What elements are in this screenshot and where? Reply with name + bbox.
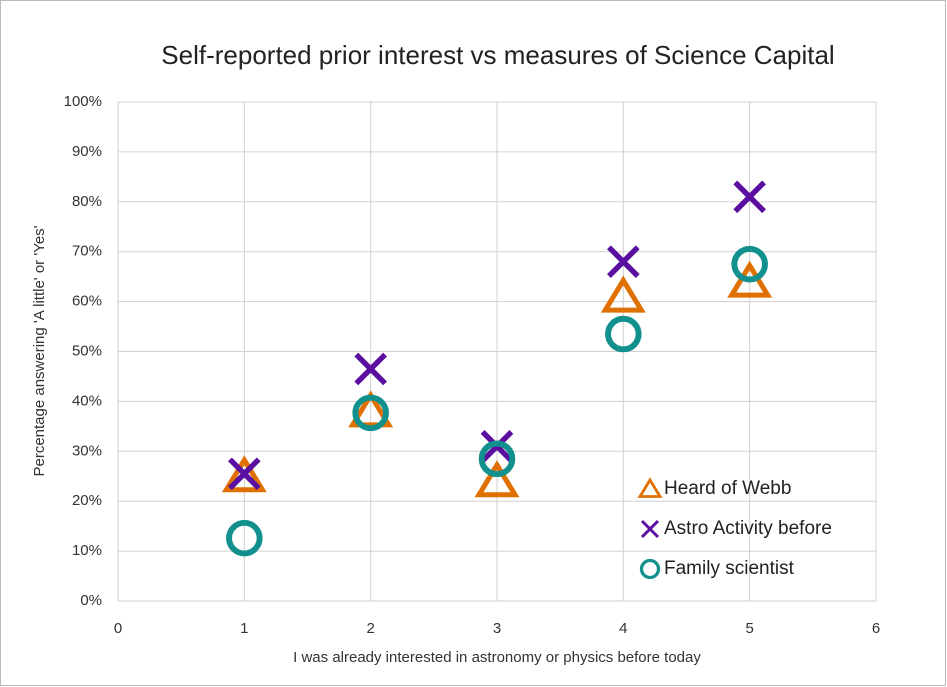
x-tick-label: 1 bbox=[240, 620, 248, 637]
data-point bbox=[228, 457, 261, 491]
chart-title: Self-reported prior interest vs measures… bbox=[161, 40, 834, 70]
data-point bbox=[348, 390, 394, 428]
y-tick-label: 20% bbox=[72, 492, 102, 509]
y-tick-label: 100% bbox=[64, 93, 102, 110]
data-point bbox=[478, 440, 516, 478]
legend-label: Astro Activity before bbox=[664, 518, 832, 539]
x-tick-label: 4 bbox=[619, 620, 627, 637]
x-tick-label: 3 bbox=[493, 620, 501, 637]
data-point bbox=[605, 315, 642, 353]
x-tick-label: 5 bbox=[745, 620, 753, 637]
data-point bbox=[731, 245, 768, 283]
data-point bbox=[600, 275, 646, 313]
y-tick-label: 10% bbox=[72, 542, 102, 559]
x-tick-label: 6 bbox=[872, 620, 880, 637]
data-point bbox=[733, 180, 766, 214]
data-point bbox=[727, 260, 773, 298]
y-tick-label: 0% bbox=[80, 592, 102, 609]
data-point bbox=[474, 460, 520, 498]
data-point bbox=[607, 245, 640, 278]
x-tick-label: 2 bbox=[366, 620, 374, 637]
legend-marker bbox=[639, 558, 661, 580]
legend-label: Family scientist bbox=[664, 558, 795, 579]
legend-marker bbox=[637, 477, 663, 498]
y-tick-label: 50% bbox=[72, 342, 102, 359]
data-point bbox=[226, 519, 263, 557]
x-axis-label: I was already interested in astronomy or… bbox=[293, 649, 701, 666]
x-tick-label: 0 bbox=[114, 620, 122, 637]
data-point bbox=[352, 394, 389, 432]
y-tick-label: 60% bbox=[72, 293, 102, 310]
y-tick-label: 70% bbox=[72, 243, 102, 260]
legend-marker bbox=[640, 519, 660, 539]
y-tick-label: 80% bbox=[72, 193, 102, 210]
data-point bbox=[221, 455, 267, 493]
legend-label: Heard of Webb bbox=[664, 478, 791, 499]
data-point bbox=[354, 352, 387, 386]
y-tick-label: 90% bbox=[72, 143, 102, 160]
y-tick-label: 40% bbox=[72, 392, 102, 409]
y-tick-label: 30% bbox=[72, 442, 102, 459]
y-axis-label: Percentage answering 'A little' or 'Yes' bbox=[31, 225, 48, 476]
